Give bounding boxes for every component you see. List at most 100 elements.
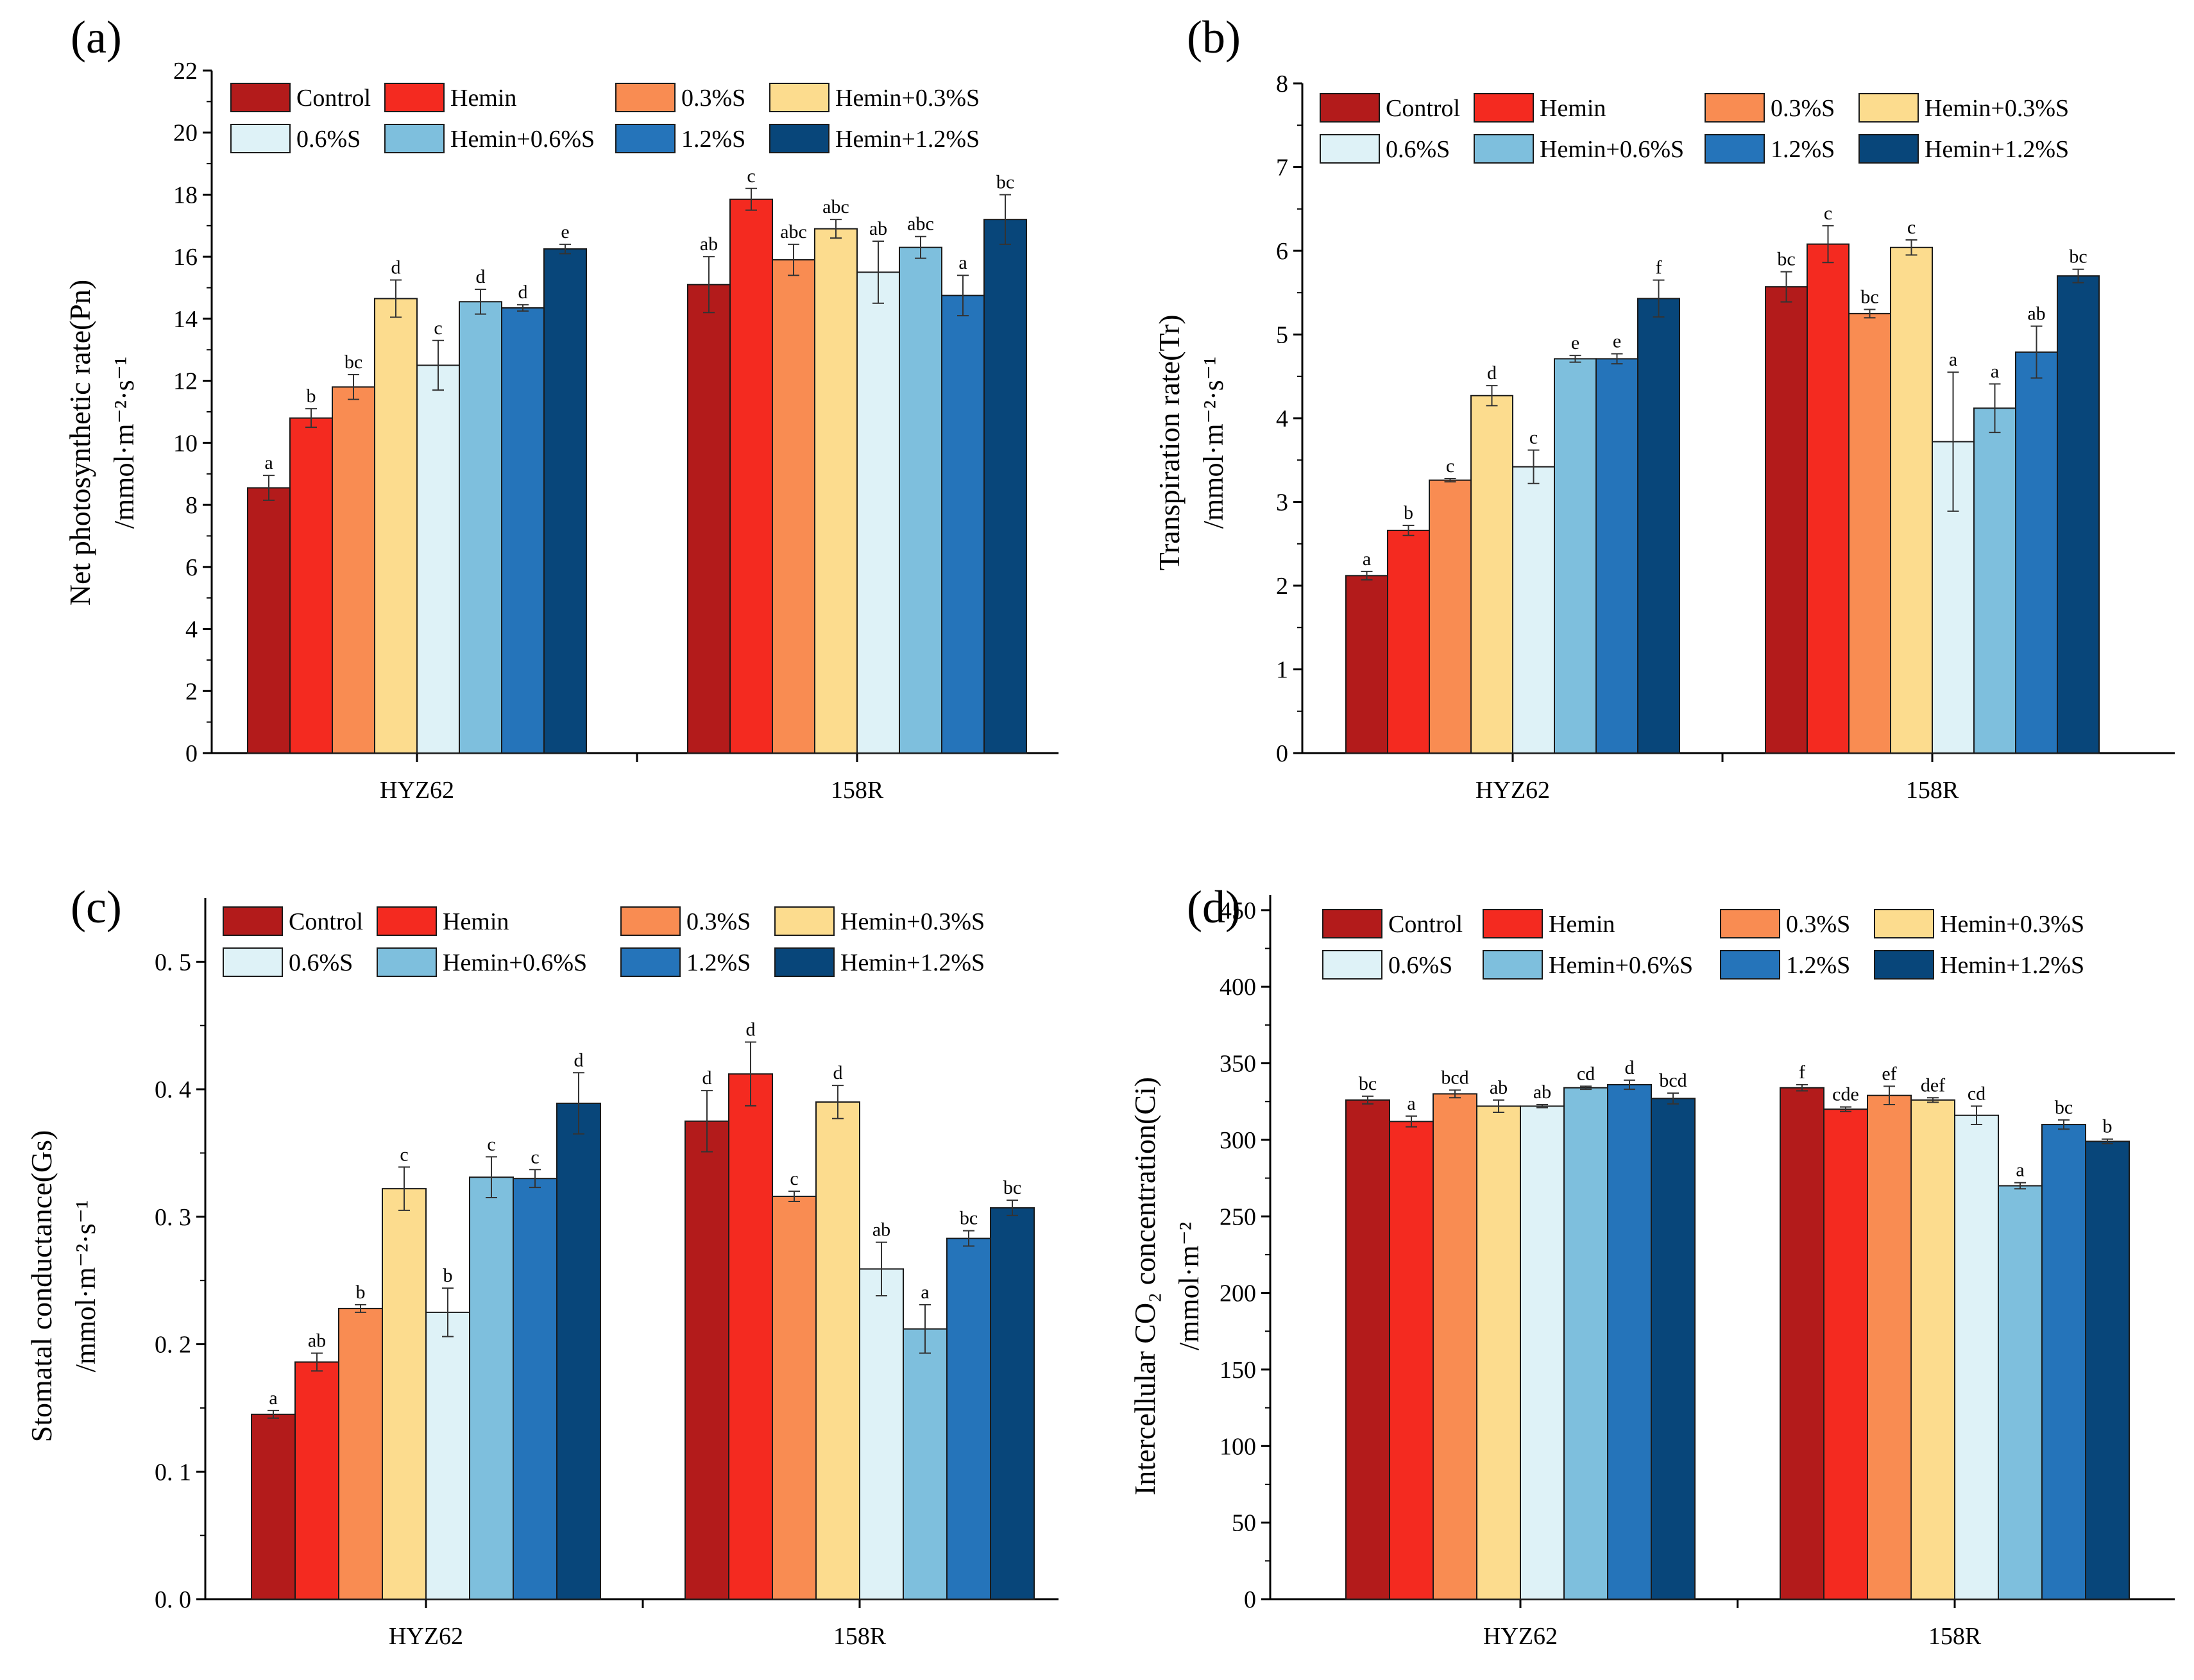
panel-c-yunit: /mmol·m⁻²·s⁻¹ [70,1200,101,1372]
bar [1429,479,1472,754]
significance-label: ab [869,218,887,239]
y-tick-label: 6 [185,554,198,581]
bar [382,1188,427,1600]
x-category-label: 158R [831,777,884,804]
panel-c-legend: Control Hemin 0.3%S Hemin+0.3%S 0.6%S Hemin+0… [223,906,985,977]
x-category-label: 158R [1928,1623,1982,1650]
panel-b-letter: (b) [1187,12,1241,63]
bar [1890,246,1933,754]
legend-swatch [1322,950,1382,980]
significance-label: bc [1777,249,1795,270]
significance-label: ab [1533,1082,1551,1103]
significance-label: b [307,386,316,407]
y-tick-label: 350 [1220,1051,1256,1078]
bar [772,259,815,754]
significance-label: bcd [1441,1067,1468,1088]
panel-b-ylabel: Transpiration rate(Tr) [1153,314,1186,570]
legend-swatch [1320,134,1380,164]
legend-label: 1.2%S [686,949,751,976]
panel-a-yunit: /mmol·m⁻²·s⁻¹ [108,357,140,529]
legend-swatch [769,83,829,112]
bar [459,301,502,754]
significance-label: e [561,221,569,242]
significance-label: d [1625,1057,1635,1078]
panel-c-letter: (c) [71,881,122,933]
y-tick-label: 150 [1220,1357,1256,1384]
bar [2057,275,2100,754]
legend-label: Hemin+1.2%S [1925,136,2069,163]
panel-d-ylabel: Intercellular CO₂ concentration(Ci) [1128,1077,1161,1495]
significance-label: d [391,257,401,278]
panel-b-yunit: /mmol·m⁻²·s⁻¹ [1198,357,1229,529]
bar [990,1207,1035,1600]
bar [815,1101,860,1600]
y-tick-label: 0 [1244,1586,1256,1613]
legend-label: 0.6%S [1386,136,1450,163]
significance-label: bc [1860,286,1878,307]
bar [1595,358,1638,754]
panel-d-legend: Control Hemin 0.3%S Hemin+0.3%S 0.6%S Hemin+0… [1322,909,2084,980]
legend-label: Hemin+0.6%S [1540,136,1684,163]
panel-d-letter: (d) [1187,881,1241,933]
legend-swatch [1474,134,1534,164]
bar [1387,529,1430,754]
legend-label: Hemin [443,908,509,935]
significance-label: e [1571,332,1579,353]
y-tick-label: 7 [1276,155,1288,182]
legend-swatch [774,906,835,936]
y-tick-label: 0 [185,740,198,767]
y-tick-label: 3 [1276,489,1288,516]
significance-label: a [958,252,967,273]
bar [1998,1185,2043,1600]
legend-label: Hemin+1.2%S [840,949,985,976]
panel-c-ylabel-group: Stomatal conductance(Gs) [25,1130,58,1443]
legend-swatch [1874,950,1934,980]
legend-swatch [1720,909,1780,938]
legend-swatch [377,906,437,936]
bar [332,386,375,754]
legend-swatch [384,83,445,112]
bar [1807,243,1850,754]
legend-swatch [223,906,283,936]
panel-d-ylabel-group: Intercellular CO₂ concentration(Ci) [1128,1077,1161,1495]
significance-label: d [833,1062,843,1083]
significance-label: bc [1359,1073,1377,1094]
significance-label: bc [960,1208,978,1229]
legend-label: Hemin+0.3%S [835,85,980,112]
legend-label: Hemin+0.6%S [443,949,587,976]
legend-swatch [230,83,291,112]
panel-b-legend: Control Hemin 0.3%S Hemin+0.3%S 0.6%S Hemin+0… [1320,93,2069,164]
significance-label: def [1921,1074,1945,1096]
significance-label: bc [344,352,362,373]
significance-label: bcd [1659,1070,1687,1091]
significance-label: cd [1968,1083,1986,1104]
legend-swatch [1320,93,1380,123]
significance-label: e [1613,331,1621,352]
y-tick-label: 8 [1276,71,1288,98]
y-tick-label: 4 [185,616,198,643]
significance-label: ab [2027,303,2045,324]
y-tick-label: 5 [1276,322,1288,349]
legend-label: Hemin+0.6%S [1549,952,1693,979]
significance-label: d [746,1019,756,1040]
bar [1520,1105,1565,1600]
bar [338,1307,383,1600]
legend-swatch [1483,909,1543,938]
panel-a-ylabel: Net photosynthetic rate(Pn) [64,280,96,606]
significance-label: bc [1003,1177,1021,1198]
legend-swatch [377,947,437,977]
bar [2085,1141,2130,1600]
significance-label: c [1824,203,1832,224]
y-tick-label: 8 [185,492,198,519]
significance-label: c [487,1133,495,1155]
legend-swatch [1474,93,1534,123]
significance-label: bc [996,171,1014,192]
panel-a-letter: (a) [71,12,122,63]
significance-label: a [1991,361,1999,382]
bar [2015,351,2058,754]
significance-label: a [1407,1093,1415,1114]
significance-label: b [356,1282,366,1303]
significance-label: c [747,165,755,187]
legend-label: 1.2%S [1771,136,1835,163]
bar [501,307,545,754]
